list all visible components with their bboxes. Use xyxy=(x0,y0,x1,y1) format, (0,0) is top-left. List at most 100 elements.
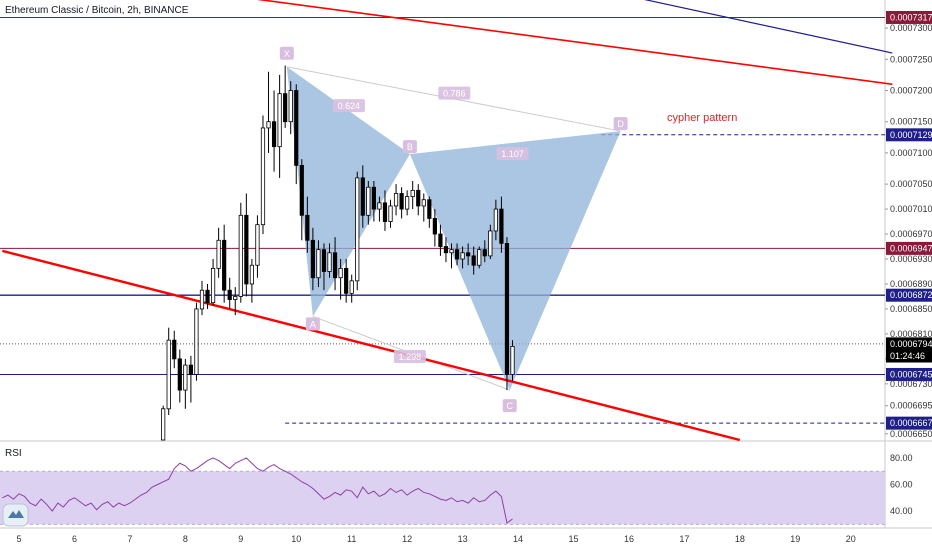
time-tick-label: 15 xyxy=(568,534,578,544)
price-tag-bg-2 xyxy=(886,241,932,255)
candle-body-10 xyxy=(216,239,221,269)
candle-body-48 xyxy=(427,199,432,219)
candle-body-19 xyxy=(266,121,271,129)
candle-body-20 xyxy=(271,121,277,148)
pattern-labels-layer: X A B C D 0.624 0.786 1.107 1.298 xyxy=(279,46,628,413)
candle-body-32 xyxy=(338,267,343,279)
candle-body-63 xyxy=(510,345,515,375)
ratio-bg-3 xyxy=(393,349,426,363)
candle-body-1 xyxy=(166,339,171,410)
ratio-label: 0.624 xyxy=(338,101,361,111)
candle-body-60 xyxy=(493,208,498,232)
candle-body-29 xyxy=(321,249,327,272)
price-tick-label: 0.0007050 xyxy=(890,179,932,189)
candle-body-39 xyxy=(377,202,382,210)
price-tick-label: 0.0006850 xyxy=(890,304,932,314)
tradingview-logo[interactable] xyxy=(2,503,29,527)
pattern-point-d: D xyxy=(617,119,624,129)
candle-body-45 xyxy=(410,189,415,197)
price-tag: 0.0006794 xyxy=(890,339,932,349)
time-tick-label: 7 xyxy=(127,534,132,544)
candle-body-50 xyxy=(438,233,443,247)
candle-body-42 xyxy=(393,193,399,207)
price-tag: 0.0006745 xyxy=(890,369,932,379)
candles-layer xyxy=(161,65,515,441)
rsi-tick-label: 80.00 xyxy=(890,453,913,463)
candle-body-17 xyxy=(255,224,260,266)
time-tick-label: 9 xyxy=(238,534,243,544)
candle-body-6 xyxy=(194,308,199,375)
rsi-tick-label: 40.00 xyxy=(890,506,913,516)
candle-body-51 xyxy=(443,246,449,254)
candle-body-15 xyxy=(244,214,249,285)
trendline-red-lower xyxy=(2,249,741,442)
candle-body-25 xyxy=(299,164,304,216)
candle-body-35 xyxy=(355,177,360,282)
time-tick-label: 14 xyxy=(513,534,523,544)
trendline-navy-upper xyxy=(644,0,893,54)
price-tick-label: 0.0006930 xyxy=(890,254,932,264)
candle-body-43 xyxy=(399,193,404,210)
candle-body-52 xyxy=(449,249,454,254)
horizontal-levels-layer xyxy=(0,16,885,424)
rsi-axis[interactable]: 80.00 60.00 40.00 xyxy=(890,453,913,516)
price-tag-bg-5 xyxy=(886,349,932,363)
pattern-point-bg-c xyxy=(502,399,517,413)
candle-body-44 xyxy=(405,196,410,210)
ratio-bg-1 xyxy=(438,86,471,100)
price-tick-label: 0.0006650 xyxy=(890,429,932,439)
rsi-line xyxy=(2,457,513,524)
time-tick-label: 20 xyxy=(846,534,856,544)
price-tick-label: 0.0006730 xyxy=(890,379,932,389)
candle-body-57 xyxy=(477,249,482,266)
candle-body-8 xyxy=(205,289,210,304)
candle-body-28 xyxy=(316,249,321,279)
rsi-label: RSI xyxy=(5,448,22,459)
pattern-point-bg-x xyxy=(279,46,294,60)
candle-body-2 xyxy=(172,339,177,360)
price-tag: 0.0007129 xyxy=(890,130,932,140)
price-tick-label: 0.0006890 xyxy=(890,279,932,289)
ratio-bg-2 xyxy=(496,147,529,161)
candle-body-46 xyxy=(416,189,421,207)
price-tick-label: 0.0007200 xyxy=(890,85,932,95)
candle-body-14 xyxy=(238,214,243,297)
pattern-point-bg-a xyxy=(305,317,320,331)
candle-body-37 xyxy=(366,186,371,216)
candle-body-11 xyxy=(222,239,227,291)
pattern-point-c: C xyxy=(506,401,513,411)
candle-body-24 xyxy=(294,90,299,166)
candle-body-36 xyxy=(360,177,365,216)
pattern-point-x: X xyxy=(284,49,290,59)
candle-body-59 xyxy=(488,230,493,257)
price-tag-bg-7 xyxy=(886,416,932,430)
price-tags-layer: 0.00073170.00071290.00069470.00068720.00… xyxy=(886,10,932,430)
candle-body-54 xyxy=(460,252,465,260)
time-tick-label: 13 xyxy=(458,534,468,544)
price-tick-label: 0.0007300 xyxy=(890,23,932,33)
candle-body-34 xyxy=(349,280,354,294)
time-tick-label: 17 xyxy=(679,534,689,544)
price-tag-bg-6 xyxy=(886,367,932,381)
chart-title: Ethereum Classic / Bitcoin, 2h, BINANCE xyxy=(5,5,189,16)
candle-body-9 xyxy=(210,267,216,304)
candle-body-31 xyxy=(332,252,338,279)
candle-body-61 xyxy=(499,208,504,244)
time-axis[interactable]: 5 6 7 8 9 10 11 12 13 14 15 16 17 18 19 20 xyxy=(16,534,855,544)
candle-body-62 xyxy=(504,243,510,375)
price-tag: 01:24:46 xyxy=(890,351,925,361)
price-tag: 0.0006872 xyxy=(890,290,932,300)
candle-body-22 xyxy=(283,93,288,123)
price-tag: 0.0007317 xyxy=(890,12,932,22)
trendlines-layer xyxy=(2,0,893,442)
time-tick-label: 11 xyxy=(347,534,356,544)
price-tag: 0.0006947 xyxy=(890,243,932,253)
ratio-bg-0 xyxy=(332,99,365,113)
candle-body-5 xyxy=(188,364,193,375)
time-tick-label: 10 xyxy=(291,534,301,544)
pattern-point-a: A xyxy=(310,319,316,329)
rsi-line-layer xyxy=(2,457,513,524)
price-tick-label: 0.0006970 xyxy=(890,229,932,239)
price-tick-label: 0.0007100 xyxy=(890,148,932,158)
